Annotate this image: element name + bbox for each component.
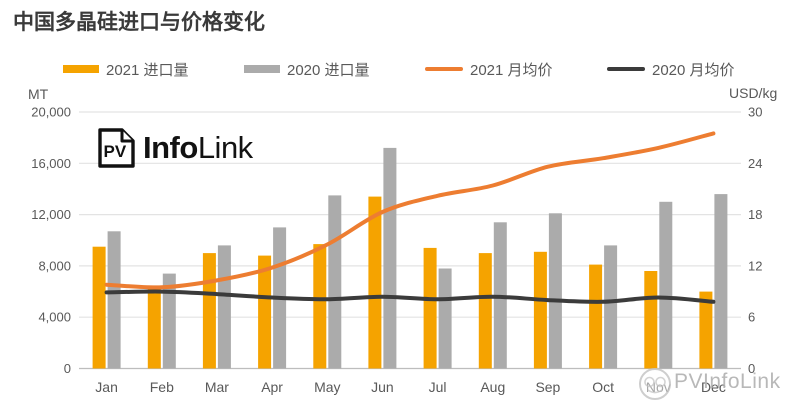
left-axis-unit: MT — [28, 86, 49, 102]
bar-2020 进口量-Jul — [438, 268, 452, 369]
bar-2021 进口量-Aug — [478, 253, 492, 369]
logo-wordmark: InfoLink — [143, 126, 253, 170]
bar-2021 进口量-Dec — [699, 291, 713, 369]
logo-wordmark-bold: Info — [143, 130, 198, 165]
x-axis-label-Sep: Sep — [535, 379, 560, 395]
chart-title: 中国多晶硅进口与价格变化 — [13, 11, 265, 34]
x-axis-label-Dec: Dec — [701, 379, 726, 395]
pv-infolink-logo: PV InfoLink — [95, 126, 253, 170]
x-axis-label-Mar: Mar — [205, 379, 229, 395]
legend-label-2021-price: 2021 月均价 — [470, 61, 553, 79]
bar-2020 进口量-Jan — [107, 231, 121, 369]
x-axis-label-May: May — [314, 379, 340, 395]
legend-label-2021-imports: 2021 进口量 — [106, 61, 189, 79]
bar-2021 进口量-Feb — [147, 289, 161, 369]
left-axis-tick-label: 8,000 — [38, 258, 71, 273]
legend-swatch-2021-imports — [63, 65, 99, 73]
right-axis-tick-label: 0 — [748, 361, 755, 376]
bar-2020 进口量-Feb — [162, 273, 176, 369]
bar-2020 进口量-Mar — [217, 245, 231, 369]
legend-swatch-2021-price — [425, 67, 463, 71]
bar-2021 进口量-Mar — [202, 253, 216, 369]
left-axis-tick-label: 12,000 — [31, 207, 71, 222]
x-axis-label-Jan: Jan — [95, 379, 118, 395]
legend-swatch-2020-imports — [244, 65, 280, 73]
x-axis-label-Jun: Jun — [371, 379, 394, 395]
x-axis-label-Apr: Apr — [261, 379, 283, 395]
legend-item-2020-price: 2020 月均价 — [607, 58, 735, 80]
right-axis-tick-label: 12 — [748, 258, 762, 273]
right-axis-tick-label: 18 — [748, 207, 762, 222]
legend-item-2020-imports: 2020 进口量 — [244, 58, 370, 80]
x-axis-label-Jul: Jul — [429, 379, 447, 395]
bar-2021 进口量-Oct — [589, 264, 603, 369]
legend-label-2020-imports: 2020 进口量 — [287, 61, 370, 79]
legend-item-2021-price: 2021 月均价 — [425, 58, 553, 80]
logo-icon-text: PV — [104, 142, 127, 161]
bar-2020 进口量-Jun — [383, 147, 397, 369]
watermark-text: PVInfoLink — [674, 370, 781, 393]
x-axis-label-Aug: Aug — [480, 379, 505, 395]
bar-2020 进口量-Nov — [659, 201, 673, 369]
bar-2020 进口量-Oct — [604, 245, 618, 369]
left-axis-tick-label: 0 — [64, 361, 71, 376]
pv-infolink-logo-icon: PV — [98, 128, 135, 168]
left-axis-tick-label: 4,000 — [38, 310, 71, 325]
legend-item-2021-imports: 2021 进口量 — [63, 58, 189, 80]
bar-2021 进口量-Jun — [368, 196, 382, 369]
x-axis-label-Oct: Oct — [592, 379, 614, 395]
left-axis-tick-label: 16,000 — [31, 156, 71, 171]
bar-2021 进口量-Jul — [423, 247, 437, 369]
bar-2021 进口量-May — [313, 244, 327, 369]
line-2021 月均价 — [104, 131, 716, 290]
bar-2020 进口量-Sep — [548, 213, 562, 369]
right-axis-tick-label: 30 — [748, 105, 762, 120]
bar-2021 进口量-Nov — [644, 271, 658, 369]
line-2020 月均价 — [104, 289, 716, 304]
right-axis-unit: USD/kg — [729, 85, 778, 101]
chart-legend: 2021 进口量 2020 进口量 2021 月均价 2020 月均价 — [0, 58, 800, 80]
bar-2021 进口量-Apr — [258, 255, 272, 369]
right-axis-tick-label: 24 — [748, 156, 762, 171]
legend-label-2020-price: 2020 月均价 — [652, 61, 735, 79]
bar-2020 进口量-May — [328, 195, 342, 369]
bar-2021 进口量-Jan — [92, 246, 106, 369]
bar-2020 进口量-Dec — [714, 194, 728, 369]
bar-2021 进口量-Sep — [533, 251, 547, 369]
watermark-circle-icon — [639, 368, 671, 400]
legend-swatch-2020-price — [607, 67, 645, 71]
logo-wordmark-regular: Link — [197, 130, 253, 165]
x-axis-label-Feb: Feb — [150, 379, 174, 395]
left-axis-tick-label: 20,000 — [31, 105, 71, 120]
right-axis-tick-label: 6 — [748, 310, 755, 325]
